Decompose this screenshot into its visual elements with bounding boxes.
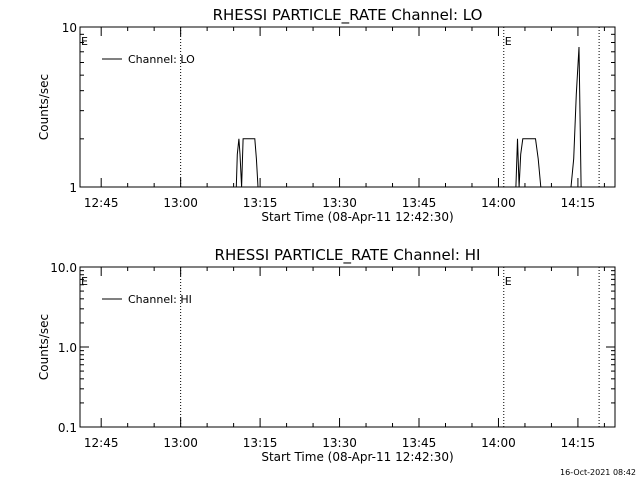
x-tick-label: 14:00	[481, 436, 516, 450]
x-tick-label: 13:15	[243, 436, 278, 450]
legend-label: Channel: HI	[128, 293, 192, 306]
y-tick-label: 10.0	[50, 261, 77, 275]
x-tick-label: 12:45	[84, 196, 119, 210]
footer-timestamp: 16-Oct-2021 08:42	[560, 468, 636, 477]
x-tick-label: 13:15	[243, 196, 278, 210]
x-axis-label: Start Time (08-Apr-11 12:42:30)	[261, 210, 453, 224]
y-tick-label: 10	[62, 21, 77, 35]
x-tick-label: 13:30	[322, 196, 357, 210]
x-axis-label: Start Time (08-Apr-11 12:42:30)	[261, 450, 453, 464]
plot-frame	[79, 266, 616, 428]
y-axis-label: Counts/sec	[37, 74, 51, 140]
x-tick-label: 13:00	[163, 436, 198, 450]
x-tick-label: 13:45	[402, 436, 437, 450]
chart-panel-2: RHESSI PARTICLE_RATE Channel: HI Counts/s…	[37, 246, 616, 464]
y-axis-label: Counts/sec	[37, 314, 51, 380]
y-tick-label: 1.0	[58, 341, 77, 355]
x-tick-label: 13:30	[322, 436, 357, 450]
event-marker: E	[505, 275, 512, 288]
chart-title: RHESSI PARTICLE_RATE Channel: LO	[213, 6, 483, 25]
event-marker: E	[81, 35, 88, 48]
legend-label: Channel: LO	[128, 53, 195, 66]
x-tick-label: 13:00	[163, 196, 198, 210]
x-tick-label: 14:15	[561, 436, 596, 450]
y-tick-label: 1	[69, 181, 77, 195]
chart-panel-1: RHESSI PARTICLE_RATE Channel: LO Counts/s…	[37, 6, 616, 224]
x-tick-label: 14:00	[481, 196, 516, 210]
event-marker: E	[81, 275, 88, 288]
series-line	[235, 46, 582, 188]
x-tick-label: 12:45	[84, 436, 119, 450]
x-tick-label: 14:15	[561, 196, 596, 210]
x-tick-label: 13:45	[402, 196, 437, 210]
chart-title: RHESSI PARTICLE_RATE Channel: HI	[215, 246, 481, 265]
plot-frame	[79, 26, 616, 188]
event-marker: E	[505, 35, 512, 48]
y-tick-label: 0.1	[58, 421, 77, 435]
